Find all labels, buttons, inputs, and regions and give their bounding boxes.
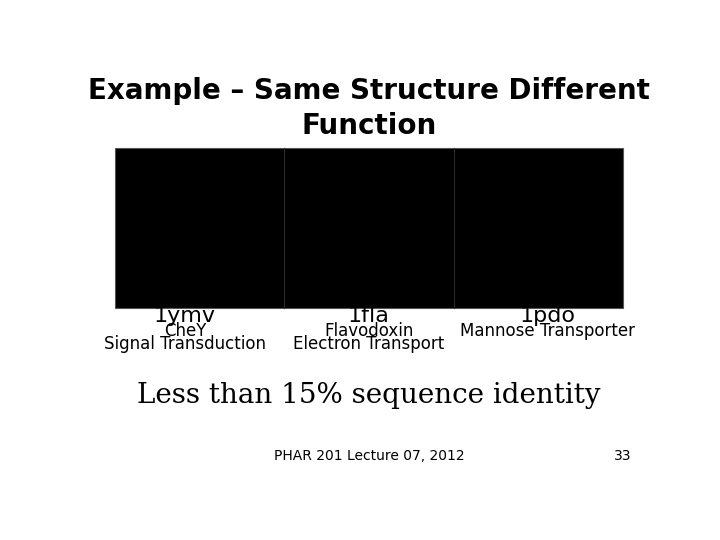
Text: 1ymv: 1ymv [154,306,216,326]
Text: Electron Transport: Electron Transport [293,335,445,353]
Text: Flavodoxin: Flavodoxin [324,322,414,340]
Text: PHAR 201 Lecture 07, 2012: PHAR 201 Lecture 07, 2012 [274,449,464,463]
Text: Less than 15% sequence identity: Less than 15% sequence identity [138,382,600,409]
Text: 1pdo: 1pdo [520,306,575,326]
Text: Mannose Transporter: Mannose Transporter [460,322,635,340]
Text: CheY: CheY [163,322,206,340]
Text: Signal Transduction: Signal Transduction [104,335,266,353]
Text: Example – Same Structure Different
Function: Example – Same Structure Different Funct… [88,77,650,140]
FancyBboxPatch shape [115,148,623,308]
Text: 33: 33 [613,449,631,463]
Text: 1fla: 1fla [348,306,390,326]
